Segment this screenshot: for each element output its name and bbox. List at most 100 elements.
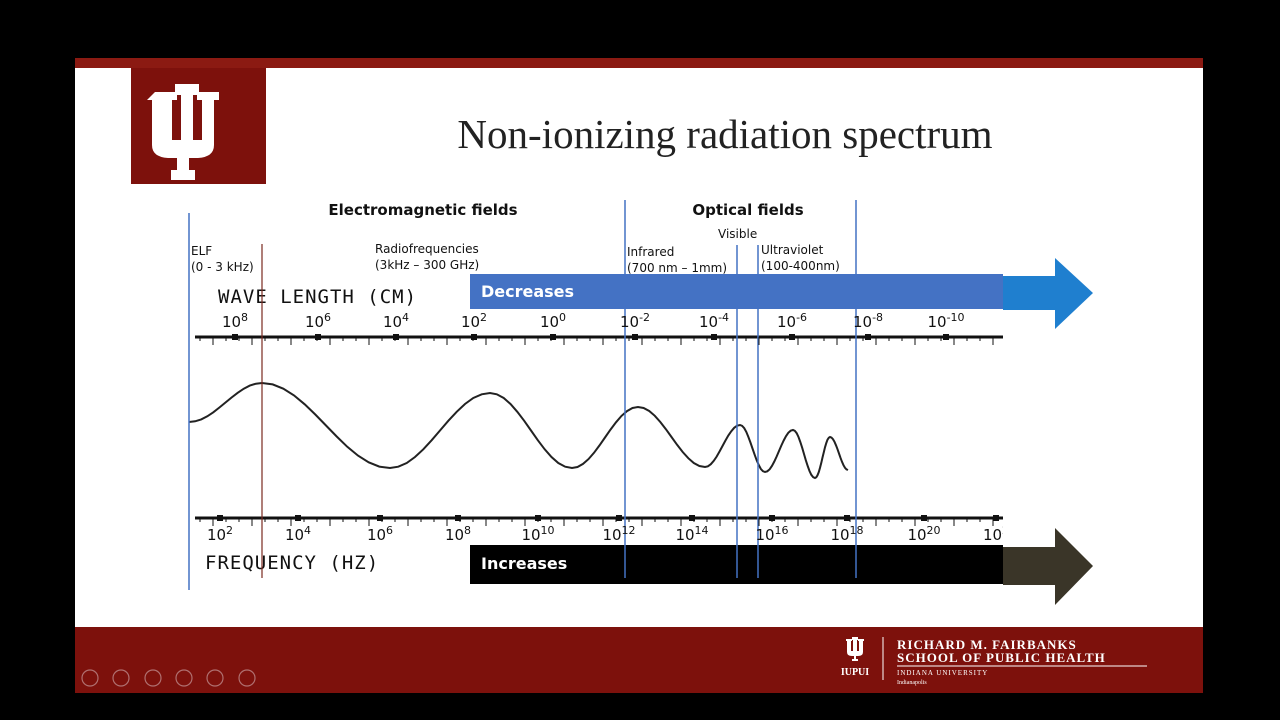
tick-base: 10: [461, 313, 480, 331]
tick-base: 10: [675, 526, 694, 544]
tick-base: 10: [927, 313, 946, 331]
tick-base: 10: [907, 526, 926, 544]
tick-exponent: 0: [559, 311, 566, 324]
tick-label: 104: [383, 311, 409, 331]
footer-text: INDIANA UNIVERSITY: [897, 669, 988, 677]
tick-exponent: 8: [464, 524, 471, 537]
tick-base: 10: [367, 526, 386, 544]
tick-mark: [921, 515, 927, 521]
tick-label: 104: [285, 524, 311, 544]
tick-base: 10: [285, 526, 304, 544]
band-label: Infrared: [627, 245, 674, 259]
control-button[interactable]: [81, 669, 99, 687]
tick-base: 10: [699, 313, 718, 331]
tick-mark: [616, 515, 622, 521]
control-button[interactable]: [206, 669, 224, 687]
tick-label: 1016: [755, 524, 788, 544]
tick-exponent: 2: [480, 311, 487, 324]
tick-mark: [689, 515, 695, 521]
tick-mark: [232, 334, 238, 340]
tick-label: 1010: [521, 524, 554, 544]
spectrum-diagram: Electromagnetic fields Optical fields EL…: [188, 200, 1093, 605]
tick-label: 10-2: [620, 311, 650, 331]
tick-mark: [711, 334, 717, 340]
axis-label: WAVE LENGTH (CM): [218, 286, 417, 308]
band-label: ELF: [191, 244, 212, 258]
slideshow-controls: [81, 669, 256, 687]
tick-base: 10: [540, 313, 559, 331]
band-label: (100-400nm): [761, 259, 840, 273]
tick-label: 102: [461, 311, 487, 331]
tick-mark: [377, 515, 383, 521]
tick-exponent: -2: [639, 311, 650, 324]
tick-base: 10: [383, 313, 402, 331]
tick-mark: [632, 334, 638, 340]
tick-base: 10: [853, 313, 872, 331]
tick-label: 1018: [830, 524, 863, 544]
group-label: Electromagnetic fields: [328, 201, 517, 219]
tick-label: 106: [305, 311, 331, 331]
control-button[interactable]: [144, 669, 162, 687]
footer-text: SCHOOL OF PUBLIC HEALTH: [897, 650, 1106, 665]
footer-text: IUPUI: [841, 667, 869, 678]
tick-label: 10-10: [927, 311, 964, 331]
tick-label: 106: [367, 524, 393, 544]
tick-base: 10: [521, 526, 540, 544]
arrow-label: Increases: [481, 554, 567, 573]
slide-title: Non-ionizing radiation spectrum: [457, 111, 992, 157]
tick-mark: [789, 334, 795, 340]
tick-exponent: 18: [850, 524, 864, 537]
footer-text: Indianapolis: [897, 680, 927, 686]
tick-exponent: 2: [1002, 524, 1009, 537]
tick-mark: [217, 515, 223, 521]
tick-mark: [455, 515, 461, 521]
tick-base: 10: [830, 526, 849, 544]
tick-mark: [295, 515, 301, 521]
tick-base: 10: [602, 526, 621, 544]
tick-exponent: 2: [226, 524, 233, 537]
tick-mark: [993, 515, 999, 521]
tick-exponent: 14: [695, 524, 709, 537]
control-button[interactable]: [238, 669, 256, 687]
wavelength-ticks: 108 106 104 102 100 10-2 10-4 10-6 10-8 10-10: [199, 311, 994, 345]
tick-exponent: 16: [775, 524, 789, 537]
band-label: Ultraviolet: [761, 243, 824, 257]
tick-mark: [943, 334, 949, 340]
tick-mark: [315, 334, 321, 340]
tick-exponent: -6: [796, 311, 807, 324]
tick-base: 10: [445, 526, 464, 544]
tick-label: 108: [445, 524, 471, 544]
control-button[interactable]: [112, 669, 130, 687]
tick-base: 10: [620, 313, 639, 331]
tick-exponent: 12: [622, 524, 636, 537]
tick-mark: [844, 515, 850, 521]
tick-label: 100: [540, 311, 566, 331]
tick-base: 10: [222, 313, 241, 331]
band-label: Visible: [718, 227, 757, 241]
top-bar: [75, 58, 1203, 68]
tick-label: 10-4: [699, 311, 729, 331]
tick-label: 102: [207, 524, 233, 544]
tick-mark: [550, 334, 556, 340]
iu-logo: [147, 84, 219, 180]
tick-base: 10: [305, 313, 324, 331]
tick-exponent: 4: [304, 524, 311, 537]
tick-exponent: 20: [927, 524, 941, 537]
tick-base: 10: [777, 313, 796, 331]
tick-exponent: 4: [402, 311, 409, 324]
axis-label: FREQUENCY (HZ): [205, 552, 379, 574]
tick-exponent: -10: [947, 311, 965, 324]
tick-label: 1020: [907, 524, 940, 544]
footer: [75, 627, 1203, 693]
tick-base: 10: [755, 526, 774, 544]
tick-exponent: 6: [386, 524, 393, 537]
frequency-ticks: 102104106108101010121014101610181020102: [199, 515, 1009, 544]
band-label: Radiofrequencies: [375, 242, 479, 256]
tick-mark: [393, 334, 399, 340]
wave: [188, 381, 849, 480]
tick-label: 1012: [602, 524, 635, 544]
arrow: [1003, 528, 1093, 605]
control-button[interactable]: [175, 669, 193, 687]
